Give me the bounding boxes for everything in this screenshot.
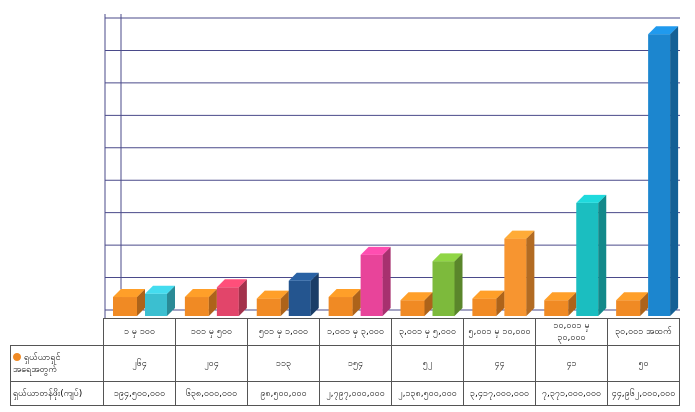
x-tick-label: ၁ မှ ၁၀၀ [103, 318, 176, 346]
legend-label: ရှယ်ယာရှင် အရေအတွက် [13, 352, 61, 375]
table-cell: ၄၄,၉၆၂,၀၀၀,၀၀၀ [607, 381, 680, 406]
bar-front [145, 293, 167, 316]
bar-side [598, 194, 607, 316]
bar-side [670, 26, 679, 316]
category-row: ၁ မှ ၁၀၀ ၁၀၁ မှ ၅၀၀ ၅၀၁ မှ ၁,၀၀၀ ၁,၀၀၁ မှ ၃… [10, 318, 680, 346]
bar-front [360, 254, 383, 316]
table-cell: ၅၀ [607, 345, 680, 382]
table-cell: ၇,၃၇၁,၀၀၀,၀၀၀ [535, 381, 608, 406]
x-tick-label: ၁၀,၀၀၁ မှ ၃၀,၀၀၀ [535, 318, 608, 346]
bar-top [616, 292, 649, 301]
bar-top [328, 289, 361, 298]
legend-marker [13, 353, 21, 361]
table-cell: ၂၀၄ [175, 345, 248, 382]
bar-side [238, 279, 247, 316]
bar-top [184, 289, 217, 298]
bar [145, 285, 175, 316]
table-row: ရှယ်ယာတန်ဖိုး(ကျပ်) ၁၉၄,၅၀၀,၀၀၀ ၆၃၈,၀၀၀,၀၀… [10, 381, 680, 406]
bar-front [432, 261, 455, 316]
table-cell: ၄၄ [463, 345, 536, 382]
bar-front [576, 202, 599, 316]
bar-front [544, 300, 569, 316]
bar-front [288, 280, 311, 316]
table-cell: ၂,၁၃၈,၅၀၀,၀၀၀ [391, 381, 464, 406]
bar-top [360, 246, 391, 255]
table-cell: ၃,၄၁၇,၀၀၀,၀၀၀ [463, 381, 536, 406]
bar-front [648, 34, 671, 316]
bar-front [472, 298, 497, 316]
bar-front [504, 238, 527, 316]
table-cell: ၆၃၈,၀၀၀,၀၀၀ [175, 381, 248, 406]
bar [113, 289, 145, 316]
x-tick-label: ၅,၀၀၁ မှ ၁၀,၀၀၀ [463, 318, 536, 346]
bar-top [256, 290, 289, 299]
bar-top [472, 290, 505, 299]
bar-front [400, 300, 425, 316]
bar-front [256, 298, 281, 316]
bar-front [113, 297, 137, 316]
table-cell: ၅၂ [391, 345, 464, 382]
bar-front [184, 297, 209, 316]
bar-top [576, 194, 607, 203]
bar [504, 230, 535, 316]
x-tick-label: ၅၀၁ မှ ၁,၀၀၀ [247, 318, 320, 346]
bar [616, 292, 649, 316]
data-table: ၁ မှ ၁၀၀ ၁၀၁ မှ ၅၀၀ ၅၀၁ မှ ၁,၀၀၀ ၁,၀၀၁ မှ ၃… [10, 318, 680, 406]
bar-side [496, 290, 505, 316]
bar-side [137, 289, 145, 316]
bar-top [432, 253, 463, 262]
table-cell: ၄၁ [535, 345, 608, 382]
x-tick-label: ၁,၀၀၁ မှ ၃,၀၀၀ [319, 318, 392, 346]
bar-front [216, 287, 239, 316]
bar-top [113, 289, 145, 298]
table-row: ရှယ်ယာရှင် အရေအတွက် ၂၆၄ ၂၀၄ ၁၁၃ ၁၅၄ ၅၂ ၄၄ ၄၁ ၅၀ [10, 345, 680, 382]
bar-side [208, 289, 217, 316]
bar [288, 272, 319, 316]
row-label: ရှယ်ယာရှင် အရေအတွက် [10, 345, 104, 382]
bar [432, 253, 463, 316]
bar-side [454, 253, 463, 316]
bar-top [145, 285, 175, 294]
bar-front [328, 297, 353, 316]
bar [472, 290, 505, 316]
bar-top [504, 230, 535, 239]
row-label: ရှယ်ယာတန်ဖိုး(ကျပ်) [10, 381, 104, 406]
bar-side [568, 292, 577, 316]
bar-side [310, 272, 319, 316]
table-cell: ၂၆၄ [103, 345, 176, 382]
bar-side [424, 292, 433, 316]
table-cell: ၁၅၄ [319, 345, 392, 382]
bar-top [288, 272, 319, 281]
table-cell: ၉၈,၅၀၀,၀၀၀ [247, 381, 320, 406]
bar [576, 194, 607, 316]
table-cell: ၂,၇၉၇,၀၀၀,၀၀၀ [319, 381, 392, 406]
x-tick-label: ၁၀၁ မှ ၅၀၀ [175, 318, 248, 346]
table-cell: ၁၁၃ [247, 345, 320, 382]
bar-side [526, 230, 535, 316]
bar-top [216, 279, 247, 288]
x-tick-label: ၃၀,၀၀၁ အထက် [607, 318, 680, 346]
bar-side [280, 290, 289, 316]
bar [328, 289, 361, 316]
chart [104, 14, 680, 318]
bar-side [167, 285, 175, 316]
bar-top [400, 292, 433, 301]
bar-side [352, 289, 361, 316]
bar [216, 279, 247, 316]
bar [360, 246, 391, 316]
bar [184, 289, 217, 316]
x-tick-label: ၃,၀၀၁ မှ ၅,၀၀၀ [391, 318, 464, 346]
table-cell: ၁၉၄,၅၀၀,၀၀၀ [103, 381, 176, 406]
bar-side [640, 292, 649, 316]
bar [648, 26, 679, 316]
bar [544, 292, 577, 316]
bar-top [648, 26, 679, 35]
bar [400, 292, 433, 316]
bar-side [382, 246, 391, 316]
bar-front [616, 300, 641, 316]
bar [256, 290, 289, 316]
bar-top [544, 292, 577, 301]
